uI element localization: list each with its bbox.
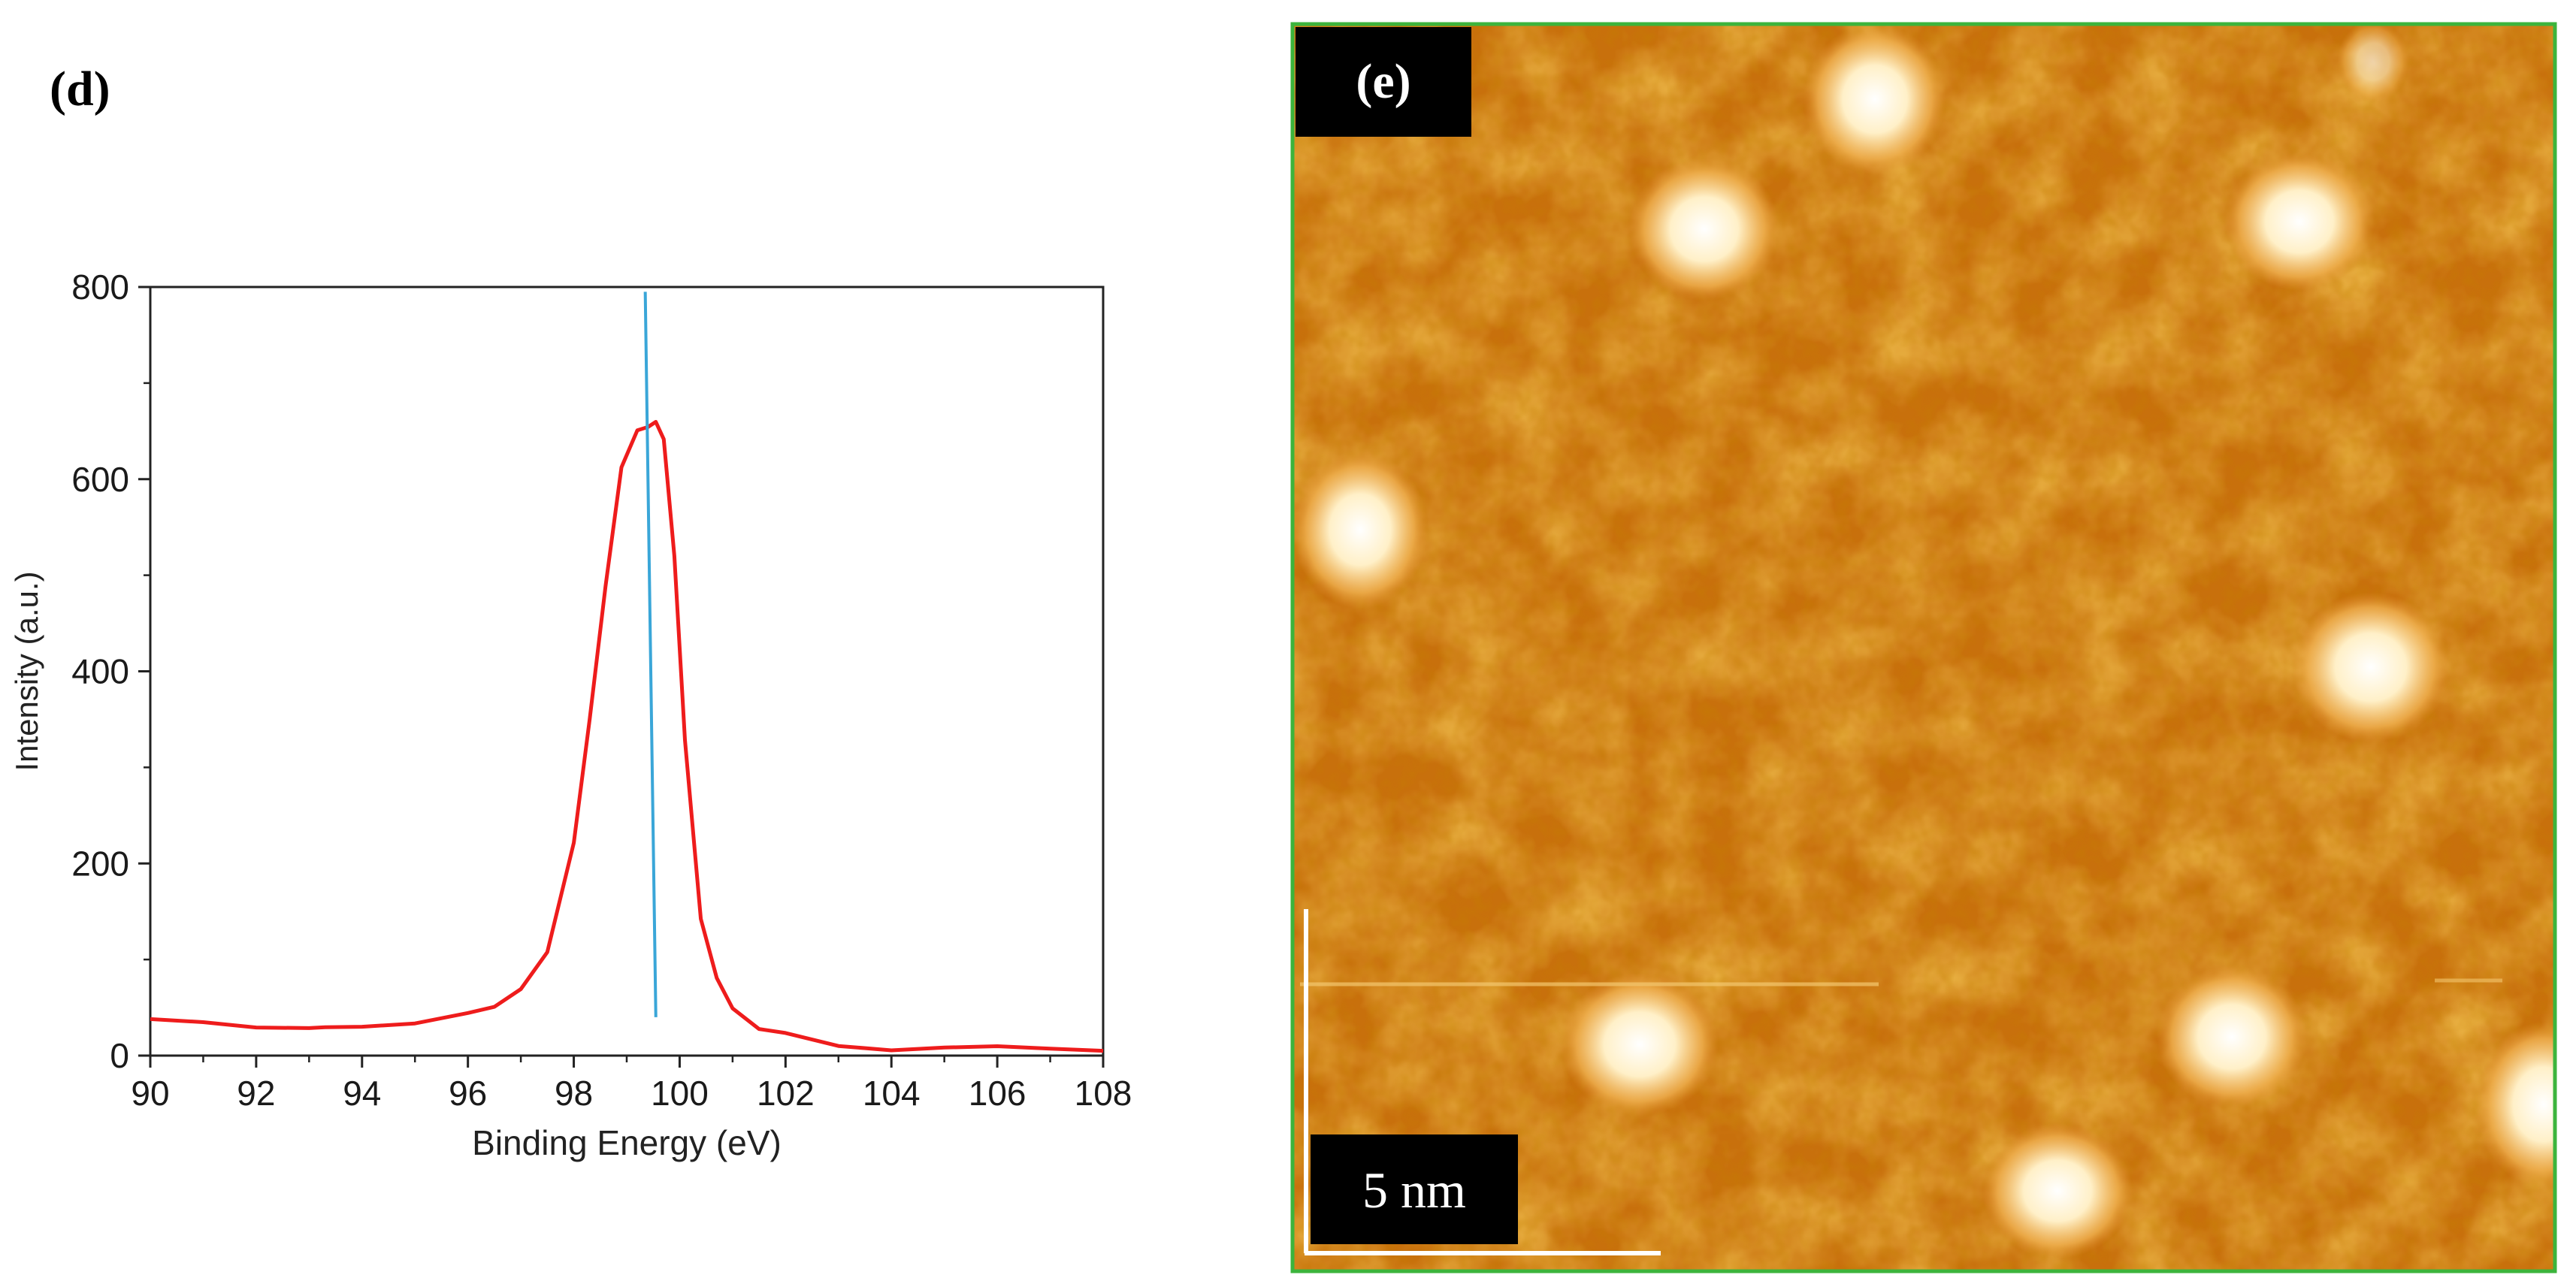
scale-bar-box xyxy=(1311,1134,1518,1244)
y-axis-ticks: 0 200 400 600 800 xyxy=(71,267,150,1075)
stm-cluster xyxy=(2157,965,2307,1108)
x-axis-ticks: 90 92 94 96 98 100 102 104 106 108 xyxy=(131,1056,1132,1113)
stm-cluster xyxy=(1982,1123,2133,1258)
x-tick-label: 102 xyxy=(757,1074,815,1113)
x-tick-label: 108 xyxy=(1075,1074,1132,1113)
peak-marker-line xyxy=(643,292,658,1017)
x-tick-label: 94 xyxy=(343,1074,381,1113)
stm-cluster xyxy=(1629,158,1779,301)
scale-bar-label: 5 nm xyxy=(1362,1162,1466,1219)
stm-cluster xyxy=(1293,451,1428,609)
plot-frame xyxy=(149,286,1105,1057)
x-axis-title: Binding Energy (eV) xyxy=(472,1123,782,1162)
x-tick-label: 104 xyxy=(863,1074,921,1113)
series-line-0 xyxy=(150,420,1104,1053)
x-tick-label: 90 xyxy=(131,1074,169,1113)
stm-cluster xyxy=(2224,153,2375,291)
stm-label-box xyxy=(1296,27,1471,137)
stm-cluster xyxy=(2337,24,2409,103)
stm-cluster xyxy=(2476,1022,2555,1187)
stm-adatom-clusters xyxy=(1293,24,2555,1258)
panel-d-label: (d) xyxy=(50,62,110,116)
y-tick-label: 600 xyxy=(71,460,129,499)
y-tick-label: 800 xyxy=(71,267,129,307)
stm-cluster xyxy=(1804,24,1946,174)
x-tick-label: 98 xyxy=(555,1074,593,1113)
panel-e-label: (e) xyxy=(1356,54,1410,109)
y-axis-title: Intensity (a.u.) xyxy=(9,571,44,771)
x-tick-label: 96 xyxy=(449,1074,487,1113)
stm-frame xyxy=(1290,22,2557,1273)
stm-image-panel: (e) 5 nm xyxy=(1290,22,2557,1273)
stm-cluster xyxy=(2292,592,2450,742)
x-tick-label: 100 xyxy=(651,1074,709,1113)
x-tick-label: 92 xyxy=(237,1074,275,1113)
y-tick-label: 200 xyxy=(71,844,129,883)
series-layer xyxy=(150,292,1104,1053)
xps-chart: 90 92 94 96 98 100 102 104 106 108 0200400600800 … xyxy=(9,267,1132,1162)
y-tick-label: 400 xyxy=(71,652,129,691)
x-tick-label: 106 xyxy=(969,1074,1026,1113)
stm-cluster xyxy=(1561,973,1719,1116)
y-tick-label: 0 xyxy=(110,1036,129,1075)
